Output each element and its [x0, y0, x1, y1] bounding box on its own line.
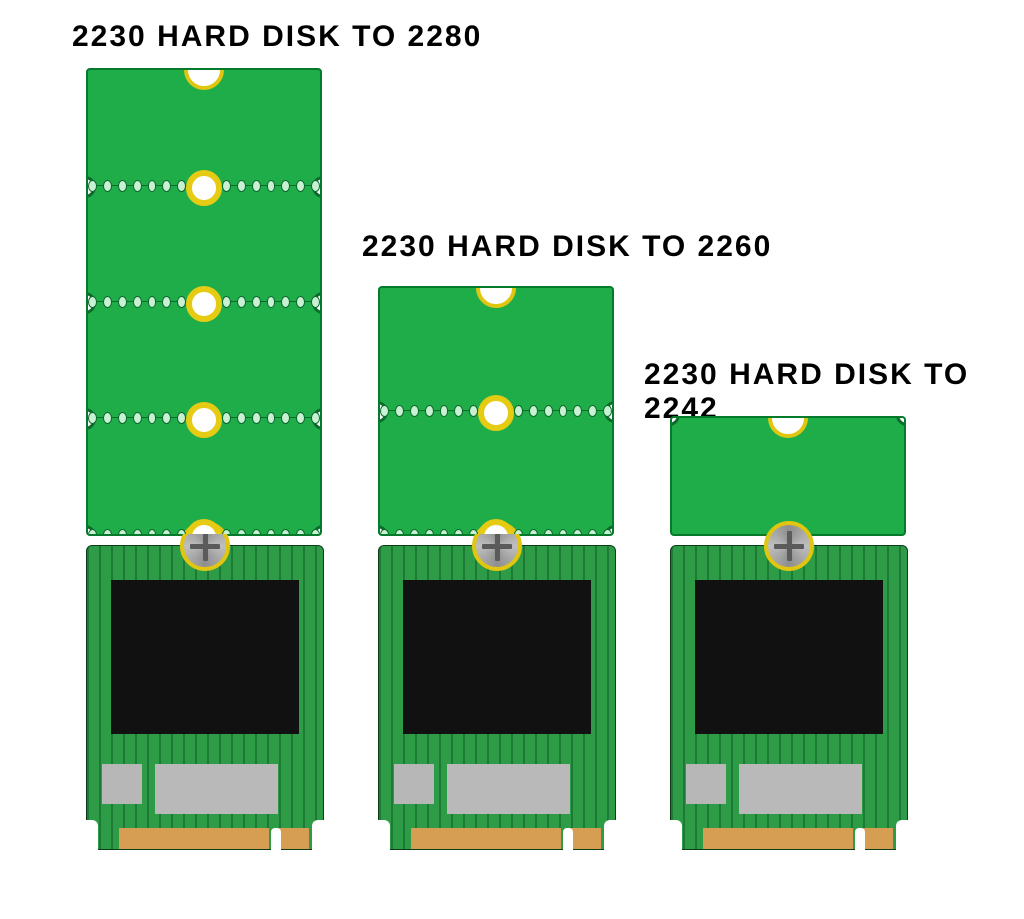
- mount-ring-icon: [186, 286, 222, 322]
- label-2260: 2230 HARD DISK TO 2260: [362, 230, 772, 264]
- ssd-2230: [378, 545, 616, 850]
- mount-ring-icon: [478, 519, 514, 536]
- screw-icon: [764, 521, 814, 571]
- mount-ring-icon: [478, 395, 514, 431]
- label-2280: 2230 HARD DISK TO 2280: [72, 20, 482, 54]
- ssd-2230: [86, 545, 324, 850]
- mount-ring-icon: [186, 519, 222, 536]
- adapter-2280: [86, 68, 322, 536]
- adapter-2260: [378, 286, 614, 536]
- adapter-2242: [670, 416, 906, 536]
- mount-ring-icon: [186, 402, 222, 438]
- mount-ring-icon: [186, 170, 222, 206]
- ssd-2230: [670, 545, 908, 850]
